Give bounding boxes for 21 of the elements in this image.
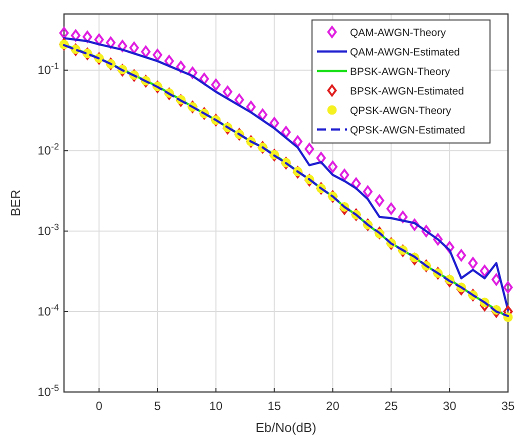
x-tick-label: 35 <box>501 399 515 413</box>
y-tick-label: 10$^{-3}$ <box>38 222 59 238</box>
y-tick-label: 10$^{-5}$ <box>38 383 59 399</box>
y-tick-label: 10$^{-4}$ <box>38 302 59 319</box>
y-tick-label: 10$^{-2}$ <box>38 142 59 158</box>
x-tick-label: 10 <box>209 399 223 413</box>
y-tick-label: 10$^{-1}$ <box>38 61 59 78</box>
x-tick-label: 20 <box>326 399 340 413</box>
x-tick-label: 25 <box>384 399 398 413</box>
x-tick-label: 0 <box>96 399 103 413</box>
legend-label: QPSK-AWGN-Theory <box>350 105 452 117</box>
legend-label: QAM-AWGN-Estimated <box>350 46 460 58</box>
legend-label: BPSK-AWGN-Theory <box>350 66 451 78</box>
x-tick-label: 30 <box>442 399 457 413</box>
x-axis-title: Eb/No(dB) <box>256 420 316 435</box>
x-tick-label: 15 <box>268 399 282 413</box>
legend-label: QAM-AWGN-Theory <box>350 27 447 39</box>
legend-label: QPSK-AWGN-Estimated <box>350 124 466 136</box>
y-axis-title: BER <box>8 190 23 216</box>
legend-label: BPSK-AWGN-Estimated <box>350 86 464 98</box>
x-tick-label: 5 <box>154 399 162 413</box>
